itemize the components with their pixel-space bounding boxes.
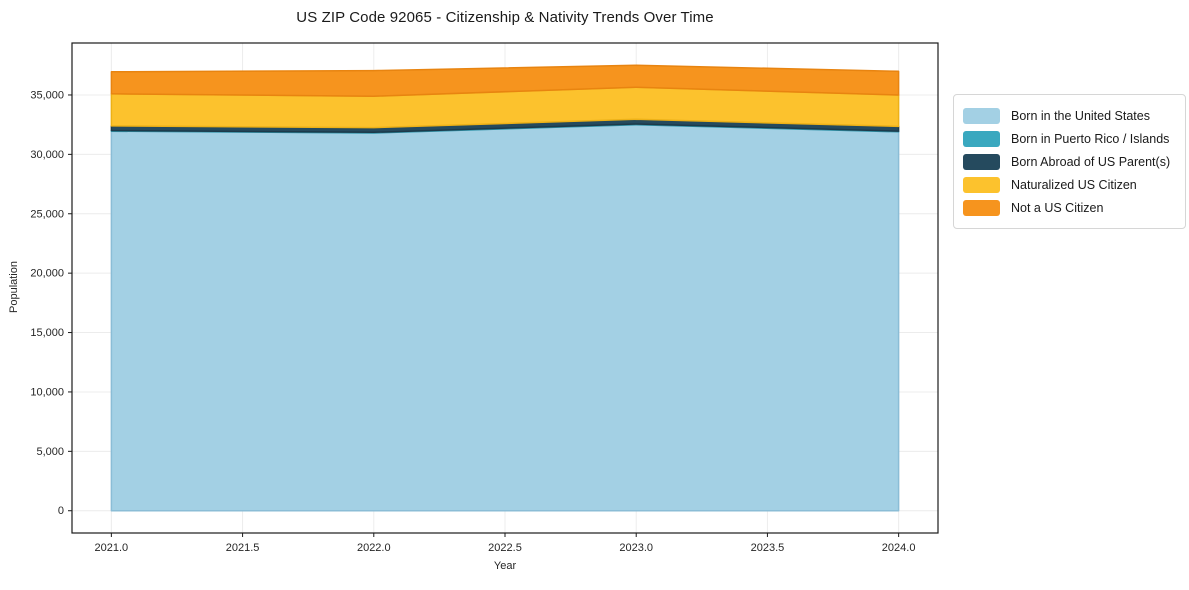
legend-item: Not a US Citizen xyxy=(963,196,1175,219)
y-tick-label: 0 xyxy=(58,505,64,517)
x-tick-label: 2022.0 xyxy=(357,542,391,554)
y-tick-label: 5,000 xyxy=(36,446,64,458)
y-tick-label: 25,000 xyxy=(30,208,64,220)
legend-label: Born in the United States xyxy=(1011,108,1150,123)
legend: Born in the United States Born in Puerto … xyxy=(953,94,1186,229)
legend-swatch xyxy=(963,107,1000,124)
legend-item: Born in the United States xyxy=(963,104,1175,127)
x-tick-label: 2023.5 xyxy=(751,542,785,554)
x-tick-label: 2024.0 xyxy=(882,542,916,554)
legend-label: Not a US Citizen xyxy=(1011,200,1104,215)
legend-label: Naturalized US Citizen xyxy=(1011,177,1137,192)
y-tick-label: 10,000 xyxy=(30,386,64,398)
x-tick-label: 2021.0 xyxy=(95,542,129,554)
x-tick-label: 2023.0 xyxy=(619,542,653,554)
area-series xyxy=(110,64,900,97)
y-axis-label: Population xyxy=(8,261,20,313)
legend-label: Born Abroad of US Parent(s) xyxy=(1011,154,1171,169)
legend-swatch xyxy=(963,130,1000,147)
y-tick-label: 30,000 xyxy=(30,149,64,161)
y-tick-label: 35,000 xyxy=(30,89,64,101)
y-tick-label: 20,000 xyxy=(30,268,64,280)
chart-title: US ZIP Code 92065 - Citizenship & Nativi… xyxy=(296,9,714,26)
legend-swatch xyxy=(963,153,1000,170)
legend-label: Born in Puerto Rico / Islands xyxy=(1011,131,1170,146)
x-axis-label: Year xyxy=(493,560,517,572)
y-tick-label: 15,000 xyxy=(30,327,64,339)
x-tick-label: 2022.5 xyxy=(488,542,522,554)
legend-item: Naturalized US Citizen xyxy=(963,173,1175,196)
legend-item: Born in Puerto Rico / Islands xyxy=(963,127,1175,150)
legend-swatch xyxy=(963,176,1000,193)
area-series xyxy=(110,123,900,512)
x-tick-label: 2021.5 xyxy=(226,542,260,554)
legend-item: Born Abroad of US Parent(s) xyxy=(963,150,1175,173)
legend-swatch xyxy=(963,199,1000,216)
